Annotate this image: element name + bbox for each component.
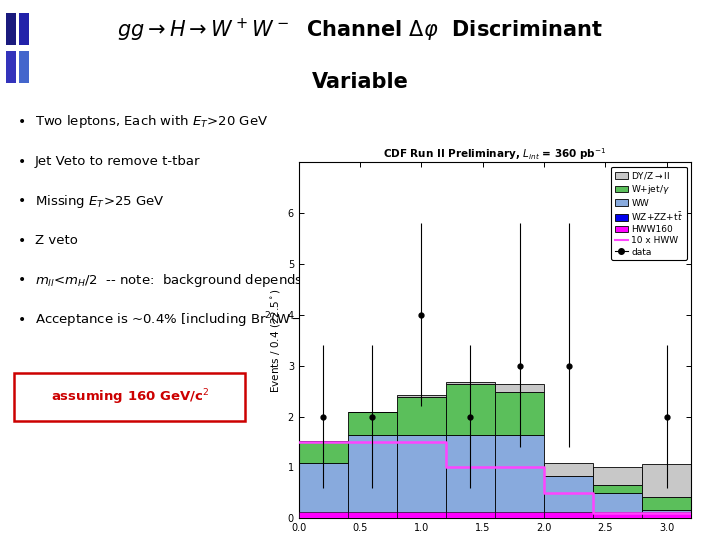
Text: •: • (18, 194, 26, 208)
Bar (6, 51, 16, 83)
Bar (348, 435, 397, 514)
Text: $gg \rightarrow H \rightarrow W^+W^-$  Channel $\Delta\varphi$  Discriminant: $gg \rightarrow H \rightarrow W^+W^-$ Ch… (117, 16, 603, 44)
Bar (495, 384, 544, 392)
Y-axis label: Events / 0.4 (22.5$^\circ$): Events / 0.4 (22.5$^\circ$) (269, 288, 282, 393)
Bar (642, 512, 691, 518)
Bar (593, 485, 642, 493)
Bar (593, 516, 642, 518)
Bar (397, 512, 446, 518)
Legend: DY/Z$\rightarrow$ll, W+jet/$\gamma$, WW, WZ+ZZ+t$\bar{t}$, HWW160, 10 x HWW, dat: DY/Z$\rightarrow$ll, W+jet/$\gamma$, WW,… (611, 166, 687, 260)
Bar (593, 493, 642, 516)
Bar (299, 441, 348, 463)
Text: •: • (18, 273, 26, 287)
Text: •: • (18, 234, 26, 248)
Text: $m_{ll}$<$m_H$/2  -- note:  background depends on test mass: $m_{ll}$<$m_H$/2 -- note: background dep… (35, 272, 392, 289)
Bar (397, 397, 446, 435)
Text: Jet Veto to remove t-tbar: Jet Veto to remove t-tbar (35, 155, 200, 168)
Bar (544, 463, 593, 476)
Bar (299, 463, 348, 514)
Bar (6, 13, 16, 45)
X-axis label: dilepton azimuthal separation, $\Delta\varphi_{ll}$: dilepton azimuthal separation, $\Delta\v… (404, 539, 586, 540)
Bar (299, 512, 348, 518)
Bar (299, 514, 348, 518)
Text: •: • (18, 115, 26, 129)
Bar (495, 435, 544, 514)
Bar (348, 514, 397, 518)
Bar (397, 514, 446, 518)
Bar (397, 435, 446, 514)
Bar (642, 464, 691, 497)
Text: Two leptons, Each with $E_T$>20 GeV: Two leptons, Each with $E_T$>20 GeV (35, 113, 268, 130)
Bar (348, 512, 397, 518)
Text: assuming 160 GeV/c$^2$: assuming 160 GeV/c$^2$ (50, 387, 209, 407)
Text: •: • (18, 154, 26, 168)
Title: CDF Run II Preliminary, $L_{int}$ = 360 pb$^{-1}$: CDF Run II Preliminary, $L_{int}$ = 360 … (383, 146, 607, 162)
Text: Variable: Variable (312, 72, 408, 92)
Bar (348, 413, 397, 435)
Text: •: • (18, 313, 26, 327)
Bar (495, 392, 544, 435)
Bar (495, 512, 544, 518)
Bar (446, 512, 495, 518)
Bar (446, 435, 495, 514)
Bar (593, 468, 642, 485)
Bar (397, 395, 446, 397)
Bar (446, 514, 495, 518)
Bar (544, 476, 593, 514)
Bar (642, 510, 691, 516)
Bar (19, 13, 29, 45)
Bar (495, 514, 544, 518)
Bar (642, 516, 691, 518)
Bar (544, 514, 593, 518)
FancyBboxPatch shape (14, 373, 245, 421)
Text: Acceptance is ~0.4% [including Br$^2$(W$\rightarrow$l$\nu$)] for $m_H$>160 GeV: Acceptance is ~0.4% [including Br$^2$(W$… (35, 310, 444, 330)
Bar (446, 382, 495, 384)
Bar (19, 51, 29, 83)
Text: Z veto: Z veto (35, 234, 78, 247)
Bar (642, 497, 691, 510)
Bar (544, 512, 593, 518)
Text: Missing $E_T$>25 GeV: Missing $E_T$>25 GeV (35, 193, 164, 210)
Bar (593, 512, 642, 518)
Bar (446, 384, 495, 435)
